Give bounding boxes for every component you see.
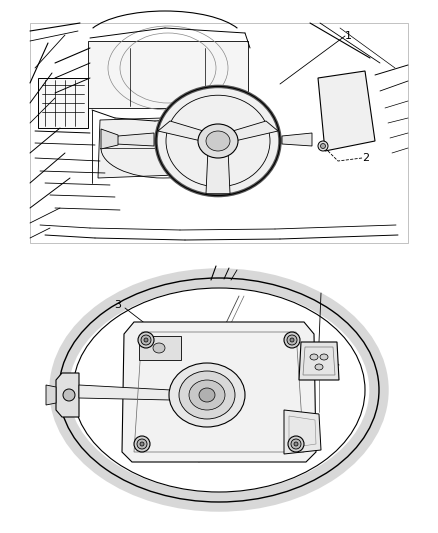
Ellipse shape: [134, 436, 150, 452]
Polygon shape: [299, 342, 339, 380]
Text: 2: 2: [362, 153, 369, 163]
Ellipse shape: [199, 388, 215, 402]
Polygon shape: [38, 78, 88, 128]
Ellipse shape: [153, 343, 165, 353]
Polygon shape: [122, 322, 316, 462]
Ellipse shape: [334, 91, 362, 131]
Polygon shape: [30, 23, 408, 243]
Polygon shape: [226, 121, 278, 143]
Ellipse shape: [318, 141, 328, 151]
Polygon shape: [318, 71, 375, 151]
Polygon shape: [282, 133, 312, 146]
Ellipse shape: [288, 436, 304, 452]
Ellipse shape: [63, 389, 75, 401]
Ellipse shape: [141, 335, 151, 345]
Ellipse shape: [138, 332, 154, 348]
Polygon shape: [56, 373, 79, 417]
Ellipse shape: [310, 354, 318, 360]
Ellipse shape: [287, 335, 297, 345]
Text: 3: 3: [114, 300, 121, 310]
Polygon shape: [284, 410, 321, 454]
Polygon shape: [79, 385, 171, 400]
Polygon shape: [116, 133, 154, 146]
Text: 1: 1: [345, 31, 352, 41]
Ellipse shape: [284, 332, 300, 348]
Ellipse shape: [320, 354, 328, 360]
Ellipse shape: [315, 364, 323, 370]
Ellipse shape: [140, 442, 144, 446]
Polygon shape: [101, 129, 118, 149]
Ellipse shape: [294, 442, 298, 446]
Polygon shape: [88, 41, 248, 108]
Ellipse shape: [169, 363, 245, 427]
Polygon shape: [206, 149, 230, 193]
Polygon shape: [158, 121, 210, 143]
Ellipse shape: [189, 380, 225, 410]
Ellipse shape: [291, 439, 301, 449]
Ellipse shape: [137, 439, 147, 449]
Ellipse shape: [321, 143, 325, 149]
Polygon shape: [98, 116, 228, 178]
Ellipse shape: [144, 338, 148, 342]
Ellipse shape: [54, 273, 384, 507]
Polygon shape: [46, 385, 56, 405]
Ellipse shape: [290, 338, 294, 342]
Polygon shape: [139, 336, 181, 360]
Ellipse shape: [206, 131, 230, 151]
Ellipse shape: [198, 124, 238, 158]
Ellipse shape: [156, 86, 280, 196]
Ellipse shape: [179, 371, 235, 419]
